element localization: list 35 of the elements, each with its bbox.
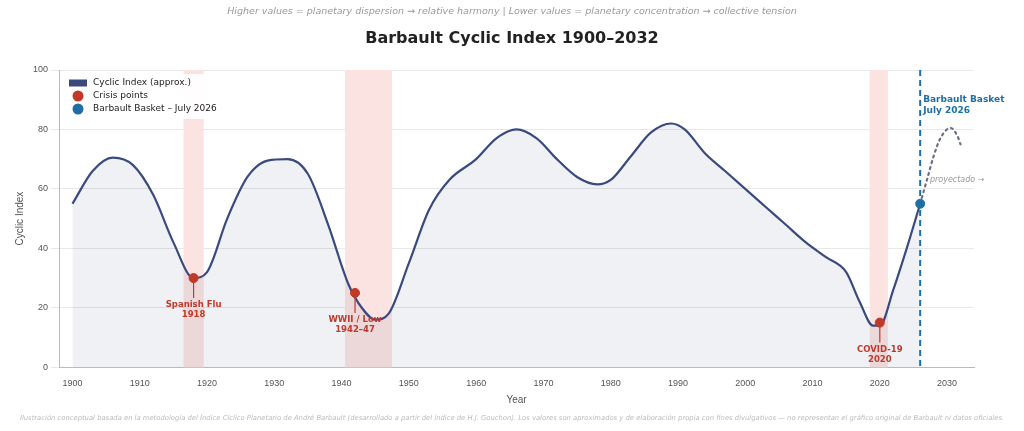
x-tick-label: 1920	[197, 378, 218, 389]
legend-label: Barbault Basket – July 2026	[93, 103, 218, 114]
x-tick-label: 1940	[331, 378, 352, 389]
y-tick-label: 20	[38, 302, 49, 313]
point	[350, 287, 361, 298]
y-tick-label: 100	[32, 64, 49, 75]
x-tick-label: 1980	[600, 378, 621, 389]
ref-line-label: Barbault Basket July 2026	[922, 93, 1006, 115]
x-tick-label: 2020	[869, 378, 890, 389]
y-tick-label: 80	[38, 123, 49, 134]
y-tick-label: 60	[38, 183, 49, 194]
x-tick-label: 2000	[735, 378, 756, 389]
x-tick-label: 2030	[937, 378, 958, 389]
y-axis-title: Cyclic Index	[13, 191, 25, 246]
legend-label: Crisis points	[93, 90, 149, 101]
x-tick-label: 1960	[466, 378, 487, 389]
legend-label: Cyclic Index (approx.)	[93, 77, 191, 88]
x-tick-label: 1950	[398, 378, 419, 389]
point	[915, 198, 926, 209]
y-tick-label: 0	[43, 361, 49, 372]
x-tick-label: 1990	[667, 378, 688, 389]
x-tick-label: 1900	[62, 378, 83, 389]
chart-title: Barbault Cyclic Index 1900–2032	[364, 28, 660, 47]
x-tick-label: 2010	[802, 378, 823, 389]
y-tick-label: 40	[38, 242, 49, 253]
annotation: proyectado →	[928, 175, 985, 185]
x-axis-title: Year	[506, 393, 528, 405]
annotation: Spanish Flu 1918	[165, 299, 222, 320]
chart-subtitle: Higher values = planetary dispersion → relative harmony | Lower values = planetary concentration → collective tension	[226, 5, 798, 16]
x-tick-label: 1910	[129, 378, 150, 389]
point	[874, 317, 885, 328]
point	[188, 273, 199, 284]
annotation: COVID-19 2020	[857, 344, 903, 365]
x-tick-label: 1930	[264, 378, 285, 389]
x-tick-label: 1970	[533, 378, 554, 389]
